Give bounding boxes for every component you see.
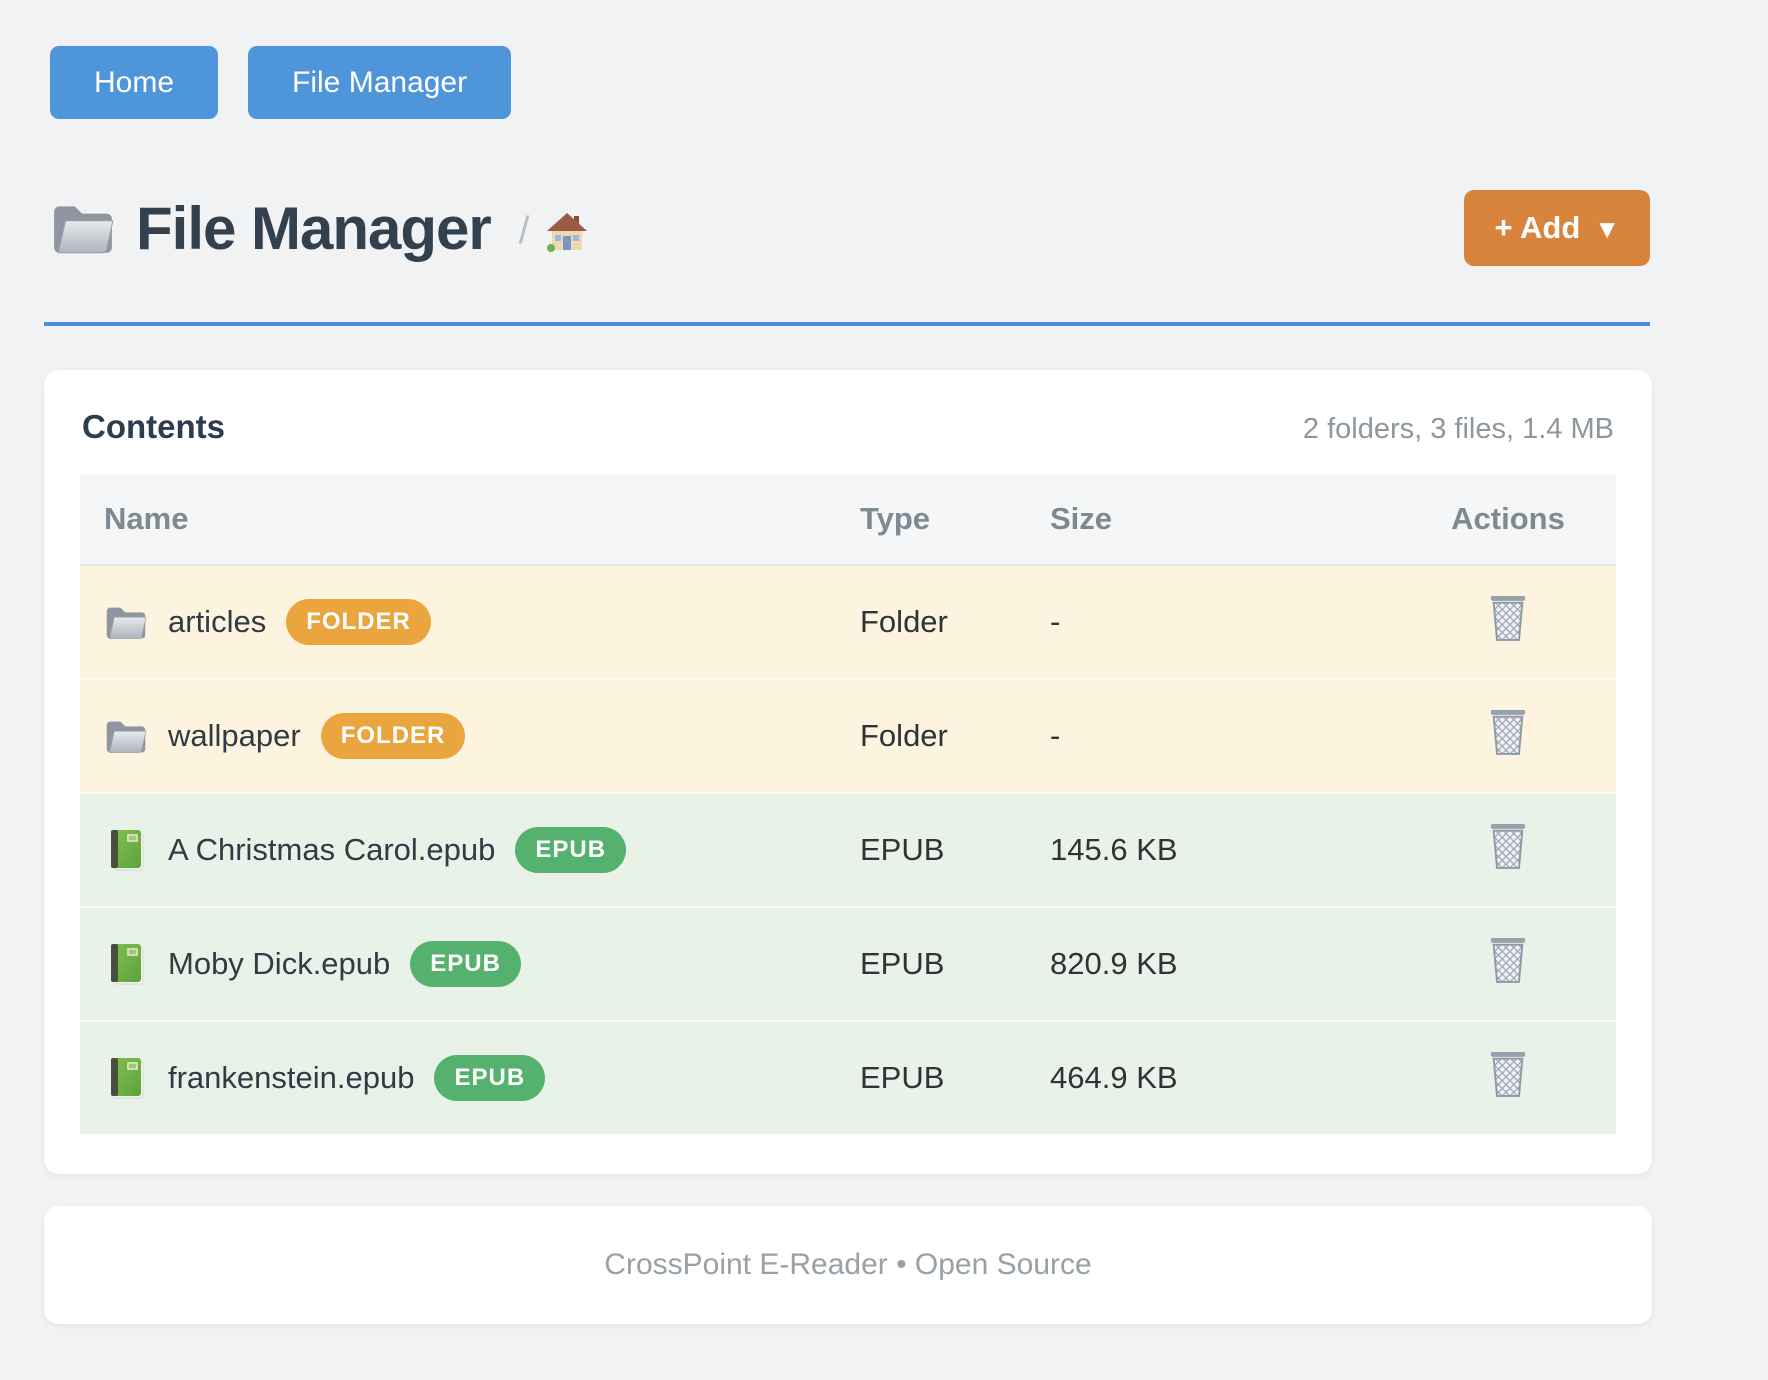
item-name: frankenstein.epub <box>168 1060 415 1095</box>
contents-card: Contents 2 folders, 3 files, 1.4 MB Name… <box>44 370 1652 1174</box>
file-manager-button[interactable]: File Manager <box>248 46 512 119</box>
table-row[interactable]: articles FOLDER Folder - <box>80 565 1616 679</box>
home-button[interactable]: Home <box>50 46 219 119</box>
folder-icon <box>104 600 148 644</box>
file-table: Name Type Size Actions articles FOLDER F… <box>80 474 1616 1134</box>
item-name: A Christmas Carol.epub <box>168 832 496 867</box>
delete-button[interactable] <box>1487 822 1529 873</box>
item-size: 464.9 KB <box>1050 1060 1178 1095</box>
home-breadcrumb-button[interactable] <box>545 210 589 254</box>
epub-badge: EPUB <box>410 941 521 987</box>
book-icon <box>104 942 148 986</box>
column-header-type: Type <box>836 474 1026 566</box>
column-header-actions: Actions <box>1400 474 1616 566</box>
column-header-name: Name <box>80 474 836 566</box>
trash-icon <box>1487 1050 1529 1098</box>
item-size: - <box>1050 718 1061 753</box>
header-divider <box>44 322 1650 326</box>
delete-button[interactable] <box>1487 1050 1529 1101</box>
add-button[interactable]: + Add ▼ <box>1464 190 1650 266</box>
table-row[interactable]: frankenstein.epub EPUB EPUB 464.9 KB <box>80 1021 1616 1134</box>
table-row[interactable]: wallpaper FOLDER Folder - <box>80 679 1616 793</box>
item-type: EPUB <box>860 946 945 981</box>
breadcrumb: / <box>518 209 530 252</box>
item-size: 820.9 KB <box>1050 946 1178 981</box>
item-type: Folder <box>860 718 948 753</box>
column-header-size: Size <box>1026 474 1400 566</box>
item-name: wallpaper <box>168 718 301 753</box>
footer-text: CrossPoint E-Reader • Open Source <box>604 1248 1092 1281</box>
folder-badge: FOLDER <box>320 713 466 759</box>
item-type: EPUB <box>860 832 945 867</box>
book-icon <box>104 828 148 872</box>
trash-icon <box>1487 936 1529 984</box>
trash-icon <box>1487 822 1529 870</box>
epub-badge: EPUB <box>515 827 627 873</box>
top-nav: Home File Manager <box>50 0 1768 119</box>
chevron-down-icon: ▼ <box>1594 214 1620 244</box>
delete-button[interactable] <box>1487 936 1529 987</box>
page-title: File Manager <box>136 194 492 262</box>
table-header-row: Name Type Size Actions <box>80 474 1616 566</box>
footer: CrossPoint E-Reader • Open Source <box>44 1206 1652 1324</box>
delete-button[interactable] <box>1487 594 1529 645</box>
item-name: Moby Dick.epub <box>168 946 391 981</box>
page-header: File Manager / + Add ▼ <box>50 190 1650 266</box>
epub-badge: EPUB <box>434 1055 546 1101</box>
folder-icon <box>104 714 148 758</box>
item-size: 145.6 KB <box>1050 832 1178 867</box>
table-row[interactable]: A Christmas Carol.epub EPUB EPUB 145.6 K… <box>80 793 1616 907</box>
item-type: EPUB <box>860 1060 945 1095</box>
card-title: Contents <box>82 408 225 445</box>
trash-icon <box>1487 594 1529 642</box>
folder-icon <box>50 199 116 257</box>
trash-icon <box>1487 708 1529 756</box>
item-type: Folder <box>860 604 948 639</box>
folder-badge: FOLDER <box>286 599 431 645</box>
book-icon <box>104 1056 148 1100</box>
table-row[interactable]: Moby Dick.epub EPUB EPUB 820.9 KB <box>80 907 1616 1021</box>
delete-button[interactable] <box>1487 708 1529 759</box>
contents-summary: 2 folders, 3 files, 1.4 MB <box>1302 413 1614 445</box>
house-icon <box>545 210 589 254</box>
item-size: - <box>1050 604 1061 639</box>
item-name: articles <box>168 604 267 639</box>
